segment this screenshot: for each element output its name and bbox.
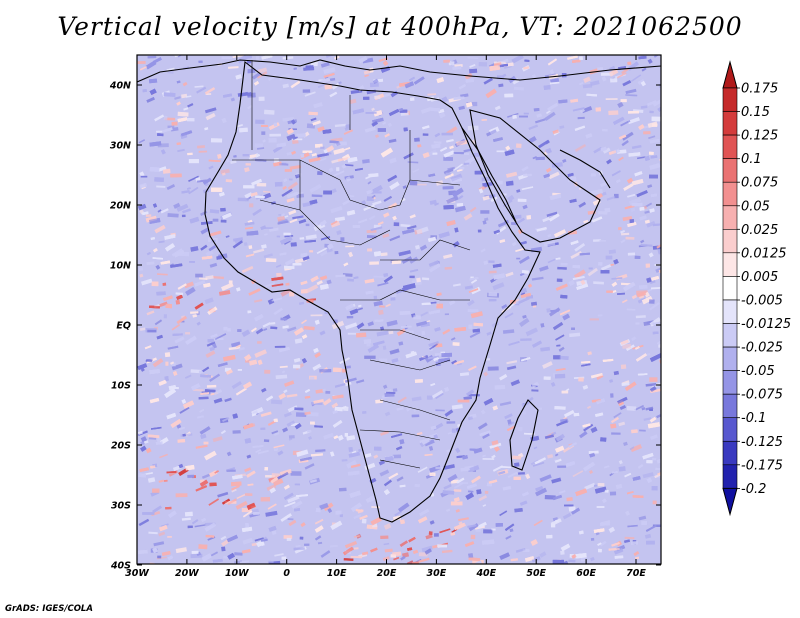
colorbar-label: -0.075 [741, 388, 783, 403]
lon-tick-label: 30E [427, 568, 447, 579]
latitude-axis: 40N 30N 20N 10N EQ 10S 20S 30S 40S [109, 81, 661, 572]
lat-tick-label: 40S [110, 561, 131, 572]
lon-tick-label: 40E [475, 568, 496, 579]
velocity-field [137, 55, 661, 564]
lon-tick-label: 70E [626, 568, 646, 579]
colorbar-swatch [722, 370, 738, 395]
colorbar-label: 0.0125 [741, 246, 787, 261]
colorbar-label: 0.175 [741, 82, 778, 97]
lat-tick-label: 20S [111, 441, 131, 452]
lat-tick-label: 40N [109, 81, 131, 92]
colorbar-swatch [722, 417, 738, 442]
map-plot-area [137, 55, 661, 564]
colorbar-swatch [722, 323, 738, 348]
lat-tick-label: 10S [111, 381, 131, 392]
colorbar: 0.175 0.15 0.125 0.1 0.075 0.05 0.025 0.0125 0.0… [722, 60, 791, 517]
map-title: Vertical velocity [m/s] at 400hPa, VT: 2… [57, 12, 743, 41]
colorbar-label: -0.0125 [741, 317, 791, 332]
colorbar-swatch [722, 87, 738, 112]
lat-tick-label: EQ [116, 321, 131, 332]
colorbar-swatch [722, 464, 738, 489]
colorbar-swatch [722, 229, 738, 254]
colorbar-label: 0.025 [741, 223, 778, 238]
colorbar-label: 0.05 [741, 199, 770, 214]
africa-coastline [204, 60, 541, 523]
lat-tick-label: 30S [111, 501, 131, 512]
lon-tick-label: 30W [125, 568, 149, 579]
lon-tick-label: 0 [283, 568, 290, 579]
lon-tick-label: 10E [327, 568, 347, 579]
colorbar-label: -0.2 [741, 482, 766, 497]
lon-tick-label: 20E [377, 568, 397, 579]
persian-gulf-coastline [559, 149, 611, 189]
colorbar-label: -0.125 [741, 435, 783, 450]
colorbar-swatch [722, 181, 738, 207]
colorbar-label: -0.175 [741, 458, 783, 473]
colorbar-label: 0.005 [741, 270, 778, 285]
colorbar-swatch [722, 393, 738, 419]
colorbar-swatch [722, 252, 738, 277]
lon-tick-label: 50E [526, 568, 546, 579]
longitude-axis: 30W 20W 10W 0 10E 20E 30E 40E 50E 60E 70E [125, 55, 646, 579]
lat-tick-label: 30N [110, 141, 131, 152]
colorbar-swatch [722, 440, 738, 466]
lon-tick-label: 10W [225, 568, 249, 579]
colorbar-max-arrow [722, 60, 738, 89]
colorbar-swatch [722, 158, 738, 183]
colorbar-swatch [722, 276, 738, 301]
colorbar-swatch [722, 134, 738, 159]
colorbar-label: -0.1 [741, 411, 766, 426]
colorbar-swatch [722, 111, 738, 136]
colorbar-label: -0.025 [741, 341, 783, 356]
colorbar-label: 0.075 [741, 176, 778, 191]
madagascar-coastline [509, 399, 539, 471]
country-borders [232, 60, 471, 469]
lat-tick-label: 20N [110, 201, 131, 212]
colorbar-label: 0.15 [741, 105, 770, 120]
coastlines [137, 59, 661, 523]
colorbar-label: 0.125 [741, 129, 778, 144]
lon-tick-label: 20W [175, 568, 199, 579]
colorbar-swatch [722, 299, 738, 324]
colorbar-min-arrow [722, 487, 738, 517]
colorbar-swatch [722, 346, 738, 371]
europe-coastline [137, 59, 661, 83]
colorbar-swatch [722, 205, 738, 230]
footer-credit: GrADS: IGES/COLA [5, 604, 93, 614]
colorbar-label: -0.05 [741, 364, 775, 379]
colorbar-label: -0.005 [741, 294, 783, 309]
lon-tick-label: 60E [576, 568, 596, 579]
lat-tick-label: 10N [110, 261, 131, 272]
arabia-coastline [469, 109, 601, 243]
red-sea-coastline [461, 127, 517, 223]
colorbar-label: 0.1 [741, 152, 762, 167]
